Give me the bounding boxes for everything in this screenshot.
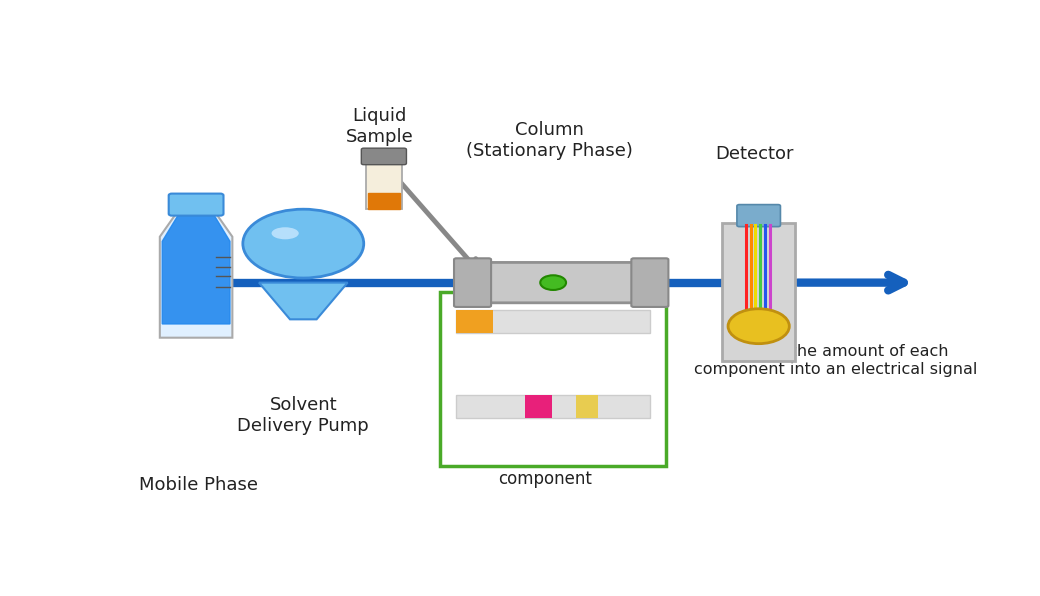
Bar	[457, 310, 650, 333]
Polygon shape	[368, 193, 400, 209]
Text: Column
(Stationary Phase): Column (Stationary Phase)	[466, 121, 632, 160]
Circle shape	[540, 275, 566, 290]
Bar	[457, 310, 493, 333]
FancyBboxPatch shape	[168, 194, 224, 216]
FancyBboxPatch shape	[454, 258, 491, 307]
Text: Separate mixture
component: Separate mixture component	[472, 449, 618, 488]
Ellipse shape	[271, 227, 298, 240]
Text: Convert the amount of each
component into an electrical signal: Convert the amount of each component int…	[694, 344, 977, 377]
Polygon shape	[160, 214, 232, 338]
FancyBboxPatch shape	[473, 262, 641, 303]
FancyBboxPatch shape	[631, 258, 669, 307]
Bar	[723, 223, 795, 361]
Text: Solvent
Delivery Pump: Solvent Delivery Pump	[237, 396, 369, 435]
FancyBboxPatch shape	[361, 148, 407, 164]
Bar	[440, 292, 666, 466]
Polygon shape	[366, 163, 401, 209]
Text: Mobile Phase: Mobile Phase	[139, 476, 258, 493]
Bar	[525, 395, 551, 418]
Polygon shape	[259, 283, 347, 319]
Polygon shape	[162, 216, 230, 324]
Circle shape	[242, 209, 364, 278]
Bar	[576, 395, 598, 418]
Text: Detector: Detector	[716, 145, 794, 163]
Text: Liquid
Sample: Liquid Sample	[346, 107, 414, 146]
Circle shape	[728, 309, 789, 344]
Bar	[457, 395, 650, 418]
FancyBboxPatch shape	[737, 204, 780, 226]
